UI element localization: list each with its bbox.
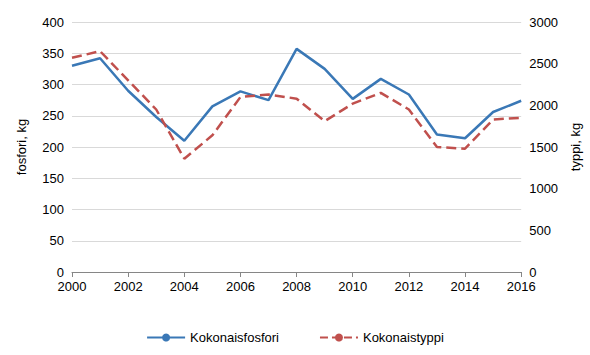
svg-text:150: 150 xyxy=(42,171,64,186)
svg-text:1000: 1000 xyxy=(529,181,558,196)
svg-text:0: 0 xyxy=(57,265,64,280)
svg-text:3000: 3000 xyxy=(529,15,558,30)
svg-text:250: 250 xyxy=(42,108,64,123)
svg-text:400: 400 xyxy=(42,15,64,30)
svg-text:Kokonaistyppi: Kokonaistyppi xyxy=(363,330,444,345)
svg-text:typpi, kg: typpi, kg xyxy=(568,123,583,171)
svg-text:2010: 2010 xyxy=(338,279,367,294)
svg-text:200: 200 xyxy=(42,140,64,155)
svg-text:300: 300 xyxy=(42,77,64,92)
svg-text:350: 350 xyxy=(42,46,64,61)
svg-text:2500: 2500 xyxy=(529,56,558,71)
svg-text:2000: 2000 xyxy=(529,98,558,113)
svg-text:2004: 2004 xyxy=(170,279,199,294)
svg-text:2014: 2014 xyxy=(451,279,480,294)
svg-text:2002: 2002 xyxy=(114,279,143,294)
svg-text:2008: 2008 xyxy=(282,279,311,294)
svg-text:fosfori, kg: fosfori, kg xyxy=(14,119,29,175)
svg-text:2000: 2000 xyxy=(58,279,87,294)
svg-text:100: 100 xyxy=(42,202,64,217)
svg-text:2012: 2012 xyxy=(394,279,423,294)
svg-text:1500: 1500 xyxy=(529,140,558,155)
svg-text:500: 500 xyxy=(529,223,551,238)
svg-text:2006: 2006 xyxy=(226,279,255,294)
svg-text:0: 0 xyxy=(529,265,536,280)
svg-text:50: 50 xyxy=(50,233,64,248)
svg-text:Kokonaisfosfori: Kokonaisfosfori xyxy=(190,330,279,345)
svg-text:2016: 2016 xyxy=(507,279,536,294)
